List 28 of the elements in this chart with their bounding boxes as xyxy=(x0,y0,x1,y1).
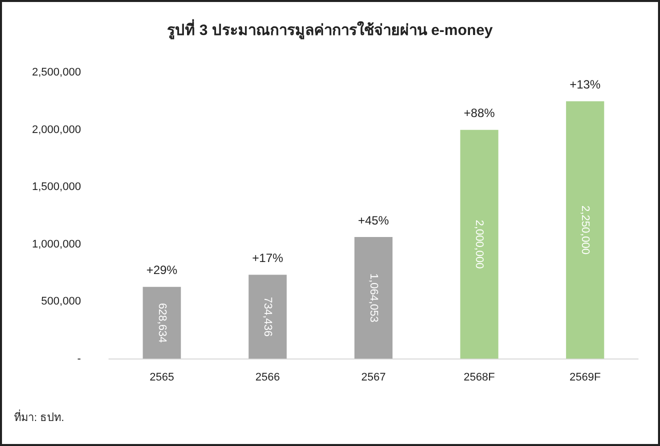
annotation: +17% xyxy=(252,251,284,266)
y-tick-label: 1,000,000 xyxy=(32,238,81,250)
y-tick-label: 1,500,000 xyxy=(32,181,81,194)
bar xyxy=(248,274,287,359)
data-label: 2,000,000 xyxy=(473,220,486,269)
bar xyxy=(566,101,604,359)
annotation: +13% xyxy=(570,78,601,92)
data-label: 734,436 xyxy=(262,296,274,337)
y-tick-label: - xyxy=(77,352,82,365)
annotation: +88% xyxy=(464,106,496,120)
data-label: 1,064,053 xyxy=(367,273,380,322)
y-tick-label: 500,000 xyxy=(41,296,81,308)
x-tick-label: 2569F xyxy=(569,371,601,384)
text: ที่มา: ธปท. xyxy=(14,408,64,426)
bar xyxy=(142,286,181,359)
x-tick-label: 2568F xyxy=(464,371,496,384)
y-tick-label: 2,000,000 xyxy=(32,124,81,136)
annotation: +29% xyxy=(146,263,178,278)
x-tick-label: 2567 xyxy=(361,371,386,384)
data-label: 2,250,000 xyxy=(579,206,592,254)
bar xyxy=(354,236,393,359)
annotation: +45% xyxy=(358,213,390,228)
data-label: 628,634 xyxy=(156,302,168,343)
x-tick-label: 2565 xyxy=(150,371,174,384)
chart-title: รูปที่ 3 ประมาณการมูลค่าการใช้จ่ายผ่าน e-money xyxy=(166,18,494,42)
x-tick-label: 2566 xyxy=(255,371,280,384)
y-tick-label: 2,500,000 xyxy=(32,66,81,79)
bar xyxy=(460,130,498,359)
